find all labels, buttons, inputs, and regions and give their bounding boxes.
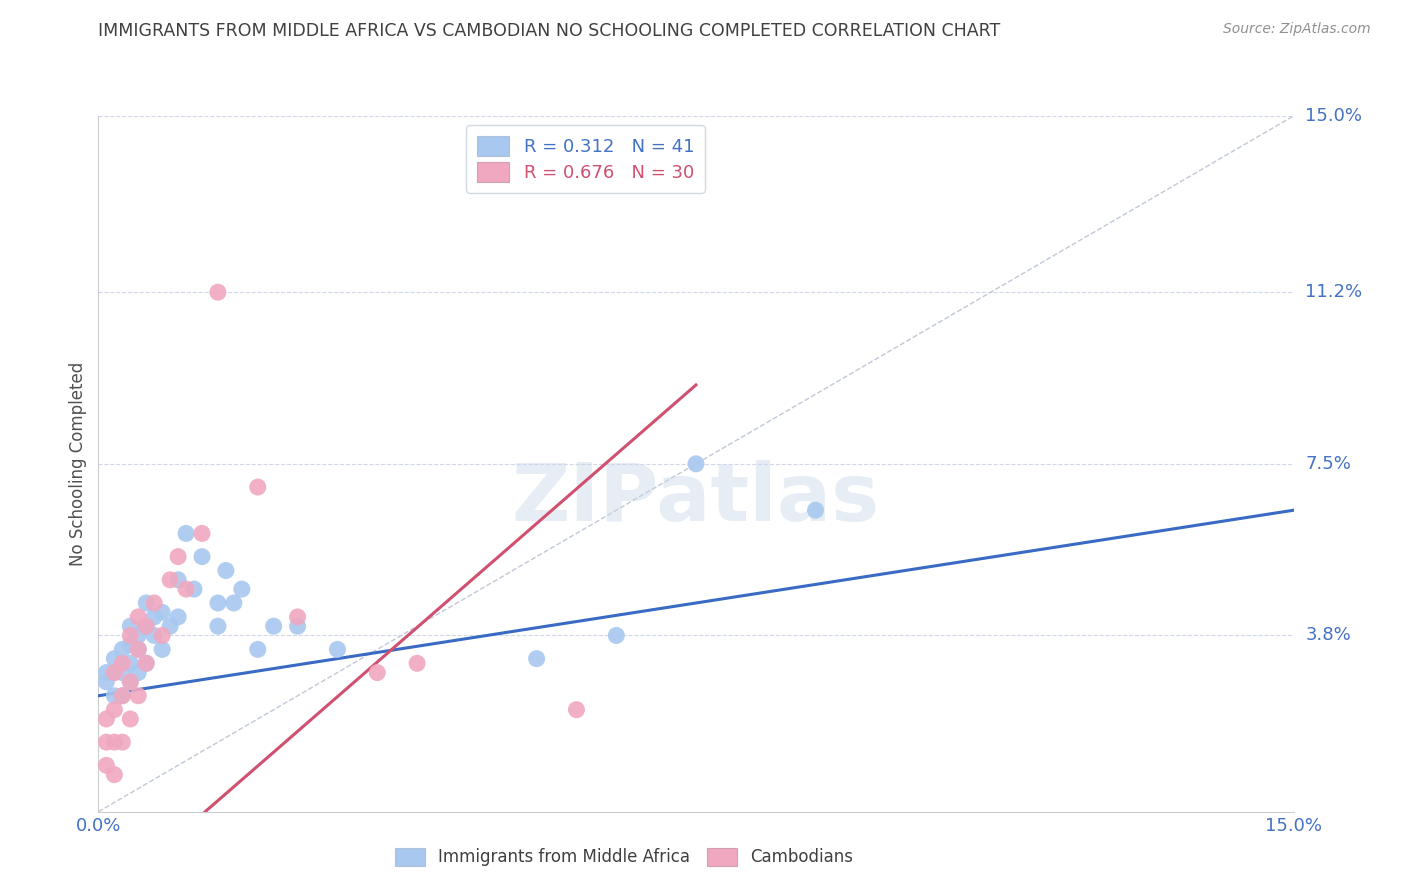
Point (174, 526, 197, 541)
Point (120, 712, 142, 726)
Point (103, 665, 125, 680)
Point (231, 582, 253, 596)
Point (167, 549, 190, 564)
Text: 3.8%: 3.8% (1305, 626, 1351, 644)
Point (287, 610, 309, 624)
Point (135, 619, 157, 633)
Point (150, 605, 173, 619)
Point (120, 628, 142, 642)
Point (191, 549, 214, 564)
Point (143, 610, 166, 624)
Point (143, 596, 166, 610)
Point (143, 628, 166, 642)
Point (215, 564, 238, 578)
Point (103, 651, 125, 665)
Point (150, 642, 173, 657)
Point (111, 735, 134, 749)
Point (326, 642, 349, 657)
Point (135, 657, 157, 671)
Y-axis label: No Schooling Completed: No Schooling Completed (69, 362, 87, 566)
Point (120, 638, 142, 652)
Point (96, 735, 118, 749)
Point (127, 628, 149, 642)
Text: ZIPatlas: ZIPatlas (512, 459, 880, 538)
Point (120, 657, 142, 671)
Point (135, 596, 157, 610)
Point (685, 457, 707, 471)
Point (804, 503, 827, 517)
Point (96, 712, 118, 726)
Point (111, 665, 134, 680)
Point (207, 285, 229, 300)
Point (526, 651, 548, 665)
Point (120, 674, 142, 689)
Point (103, 689, 125, 703)
Point (246, 480, 269, 494)
Point (207, 619, 229, 633)
Point (565, 703, 588, 717)
Text: IMMIGRANTS FROM MIDDLE AFRICA VS CAMBODIAN NO SCHOOLING COMPLETED CORRELATION CH: IMMIGRANTS FROM MIDDLE AFRICA VS CAMBODI… (98, 22, 1001, 40)
Point (127, 665, 149, 680)
Point (167, 610, 190, 624)
Point (207, 596, 229, 610)
Point (222, 596, 245, 610)
Point (191, 526, 214, 541)
Point (150, 628, 173, 642)
Point (111, 689, 134, 703)
Legend: Immigrants from Middle Africa, Cambodians: Immigrants from Middle Africa, Cambodian… (388, 841, 860, 873)
Point (246, 642, 269, 657)
Point (103, 665, 125, 680)
Point (174, 582, 197, 596)
Point (605, 628, 627, 642)
Point (127, 642, 149, 657)
Point (111, 657, 134, 671)
Point (159, 619, 181, 633)
Point (135, 657, 157, 671)
Point (406, 657, 429, 671)
Point (120, 674, 142, 689)
Point (103, 703, 125, 717)
Point (103, 767, 125, 781)
Point (127, 642, 149, 657)
Point (96, 758, 118, 772)
Text: 11.2%: 11.2% (1305, 284, 1362, 301)
Point (287, 619, 309, 633)
Text: Source: ZipAtlas.com: Source: ZipAtlas.com (1223, 22, 1371, 37)
Point (183, 582, 205, 596)
Point (135, 619, 157, 633)
Point (111, 689, 134, 703)
Point (96, 674, 118, 689)
Point (127, 610, 149, 624)
Point (120, 619, 142, 633)
Point (167, 573, 190, 587)
Point (127, 689, 149, 703)
Text: 15.0%: 15.0% (1305, 107, 1362, 125)
Point (103, 735, 125, 749)
Point (159, 573, 181, 587)
Point (96, 665, 118, 680)
Point (111, 642, 134, 657)
Point (366, 665, 388, 680)
Point (263, 619, 285, 633)
Text: 7.5%: 7.5% (1305, 455, 1351, 473)
